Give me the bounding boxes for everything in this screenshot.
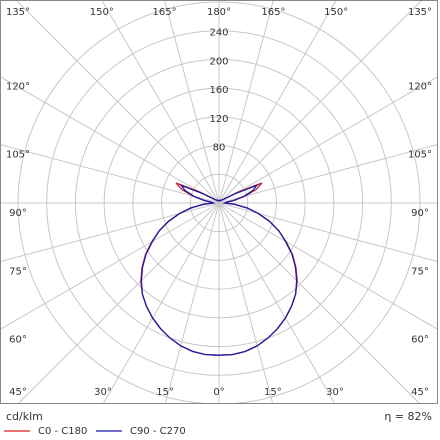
angle-label: 45° — [411, 387, 429, 398]
angle-label: 0° — [213, 387, 224, 398]
angle-label: 60° — [9, 334, 27, 345]
angle-label: 15° — [264, 387, 282, 398]
angle-label: 75° — [411, 267, 429, 278]
radial-line — [218, 202, 336, 403]
angle-label: 90° — [411, 208, 429, 219]
radial-line — [101, 1, 220, 204]
radial-line — [102, 202, 220, 403]
angle-label: 150° — [90, 7, 114, 18]
radial-line — [218, 144, 437, 204]
radial-line — [1, 202, 220, 330]
intensity-curve — [140, 183, 298, 356]
r-tick-label: 160 — [209, 85, 228, 96]
radial-line — [164, 202, 220, 403]
radial-line — [1, 76, 220, 204]
angle-label: 120° — [408, 82, 432, 93]
radial-line — [218, 202, 437, 330]
angle-label: 90° — [9, 208, 27, 219]
angle-label: 180° — [207, 7, 231, 18]
legend-label: C90 - C270 — [130, 426, 186, 437]
legend-label: C0 - C180 — [38, 426, 87, 437]
angle-label: 45° — [9, 387, 27, 398]
angle-label: 165° — [261, 7, 285, 18]
angle-label: 105° — [408, 149, 432, 160]
radial-line — [218, 1, 337, 204]
plot-frame — [0, 0, 438, 404]
unit-label: cd/klm — [6, 410, 43, 423]
grid — [1, 1, 437, 403]
radial-line — [218, 202, 437, 262]
efficiency-label: η = 82% — [384, 410, 432, 423]
angle-label: 60° — [411, 334, 429, 345]
angle-label: 15° — [156, 387, 174, 398]
radial-line — [218, 76, 437, 204]
r-tick-label: 240 — [209, 28, 228, 39]
radial-line — [18, 202, 220, 403]
radial-line — [218, 1, 274, 204]
radial-line — [16, 1, 220, 204]
angle-label: 30° — [326, 387, 344, 398]
angle-label: 165° — [153, 7, 177, 18]
angle-label: 150° — [324, 7, 348, 18]
radial-line — [218, 202, 274, 403]
angle-label: 120° — [6, 82, 30, 93]
radial-line — [1, 202, 220, 262]
radial-line — [218, 202, 420, 403]
angle-label: 105° — [6, 149, 30, 160]
r-tick-label: 120 — [209, 114, 228, 125]
angle-label: 75° — [9, 267, 27, 278]
radial-line — [218, 1, 422, 204]
r-tick-label: 80 — [213, 143, 226, 154]
angle-label: 30° — [94, 387, 112, 398]
angle-label: 135° — [6, 7, 30, 18]
angle-label: 135° — [408, 7, 432, 18]
r-tick-label: 200 — [209, 56, 228, 67]
radial-line — [164, 1, 220, 204]
radial-line — [1, 144, 220, 204]
